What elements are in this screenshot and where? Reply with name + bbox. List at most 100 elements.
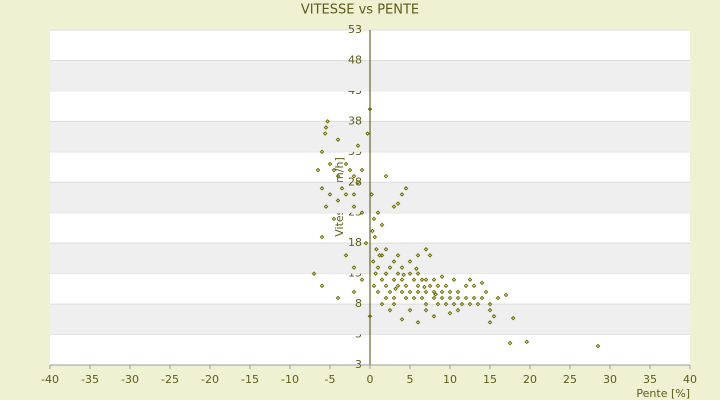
point <box>369 192 374 197</box>
x-tick-label: 5 <box>407 373 414 386</box>
point <box>435 283 441 289</box>
point <box>399 289 405 295</box>
point <box>393 286 398 292</box>
point <box>459 301 465 307</box>
point <box>399 192 405 197</box>
point <box>372 234 378 240</box>
point <box>407 259 413 264</box>
point <box>467 277 473 283</box>
point <box>355 179 361 185</box>
point <box>391 204 397 209</box>
point <box>415 283 421 289</box>
point <box>375 265 381 270</box>
point <box>439 295 445 301</box>
point <box>327 192 333 197</box>
point <box>415 289 421 295</box>
point <box>463 295 469 301</box>
point <box>423 307 429 313</box>
point <box>383 173 389 179</box>
point <box>343 161 349 167</box>
point <box>435 301 441 307</box>
point <box>415 271 421 276</box>
x-tick-label: -40 <box>41 373 59 386</box>
point <box>371 283 377 289</box>
point <box>343 192 349 197</box>
point <box>447 289 453 295</box>
point <box>359 277 365 283</box>
point <box>414 266 419 272</box>
point <box>487 320 493 325</box>
point <box>335 198 341 203</box>
x-tick-label: -35 <box>81 373 99 386</box>
point <box>471 295 477 301</box>
point <box>351 173 357 179</box>
point <box>383 295 389 301</box>
point <box>331 216 337 222</box>
point <box>443 283 449 289</box>
x-tick-label: 30 <box>603 373 617 386</box>
x-tick-label: 0 <box>367 373 374 386</box>
point <box>323 125 329 130</box>
chart-title: VITESSE vs PENTE <box>301 3 419 18</box>
point <box>399 277 405 283</box>
point <box>407 307 413 313</box>
point <box>373 271 378 276</box>
point <box>423 246 429 252</box>
x-tick-label: 25 <box>563 373 577 386</box>
point <box>327 161 333 167</box>
point <box>379 222 385 228</box>
point <box>383 283 389 289</box>
point <box>383 271 389 276</box>
point <box>319 186 325 191</box>
point <box>423 289 429 295</box>
point <box>370 259 376 264</box>
point <box>351 265 357 270</box>
x-tick-label: -5 <box>325 373 336 386</box>
x-tick-label: 35 <box>643 373 657 386</box>
point <box>419 295 425 301</box>
point <box>391 295 397 301</box>
point <box>423 277 429 283</box>
point <box>439 289 445 295</box>
point <box>415 253 421 258</box>
point <box>347 167 353 173</box>
point <box>379 277 385 283</box>
point <box>491 313 497 319</box>
point <box>483 289 489 295</box>
point <box>451 301 457 307</box>
point <box>431 313 437 319</box>
point <box>411 295 417 301</box>
point <box>475 301 481 307</box>
point <box>391 277 397 283</box>
point <box>407 271 413 276</box>
point <box>455 295 461 301</box>
point <box>524 339 530 345</box>
point <box>363 240 369 246</box>
point <box>335 173 341 179</box>
point <box>407 289 413 295</box>
point <box>387 289 393 295</box>
point <box>367 106 373 112</box>
point <box>415 320 421 325</box>
point <box>455 289 461 295</box>
x-tick-label: -20 <box>201 373 219 386</box>
point <box>399 317 405 322</box>
point <box>371 216 377 222</box>
point <box>479 280 485 286</box>
point <box>343 253 349 258</box>
point <box>379 253 385 258</box>
point <box>395 253 401 258</box>
point <box>395 201 401 206</box>
point <box>403 283 409 289</box>
point <box>403 295 409 301</box>
y-tick-label: 8 <box>355 297 362 310</box>
point <box>351 192 357 197</box>
point <box>411 277 417 283</box>
point <box>311 271 317 276</box>
point <box>427 253 433 258</box>
point <box>439 274 445 279</box>
x-tick-label: 10 <box>443 373 457 386</box>
point <box>455 307 461 313</box>
point <box>467 301 473 307</box>
point <box>431 289 437 295</box>
